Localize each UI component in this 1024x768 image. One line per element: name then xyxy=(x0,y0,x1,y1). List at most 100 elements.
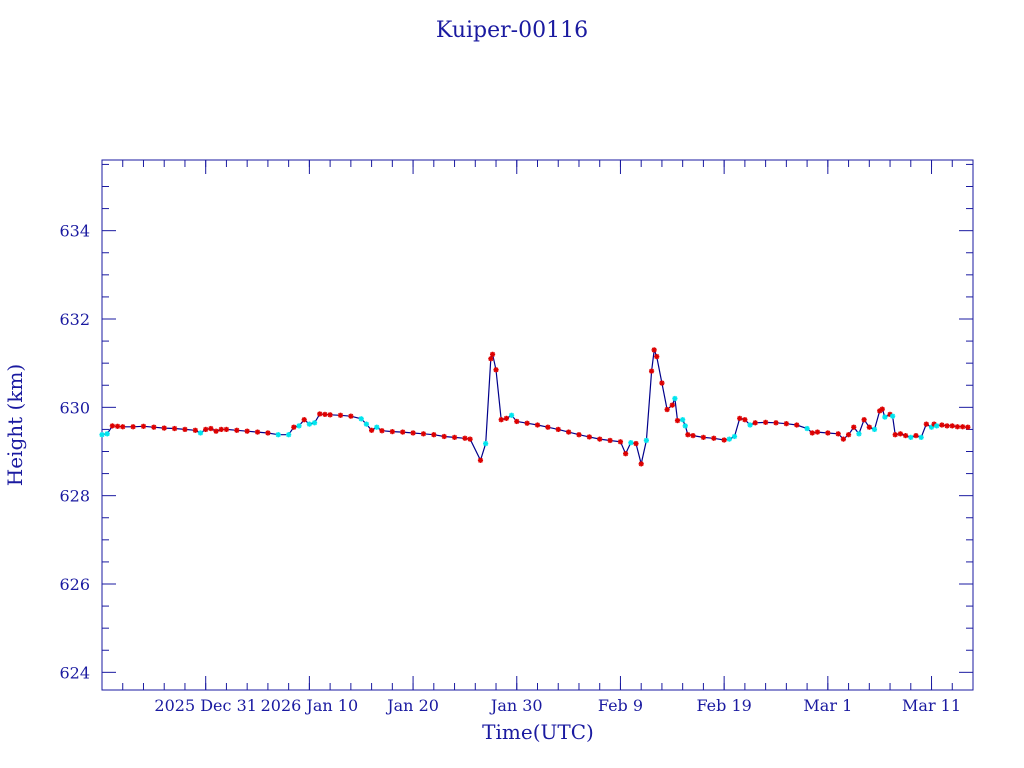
data-point xyxy=(840,436,846,442)
data-point xyxy=(566,429,572,435)
data-point xyxy=(654,353,660,360)
data-point xyxy=(773,420,779,426)
data-point xyxy=(794,422,800,428)
data-point xyxy=(467,436,473,442)
y-tick-label: 624 xyxy=(59,663,90,682)
data-point xyxy=(348,413,354,419)
data-point xyxy=(672,395,678,402)
data-point xyxy=(182,426,188,433)
data-point xyxy=(306,421,312,427)
x-tick-label: Mar 1 xyxy=(803,696,852,715)
data-point xyxy=(244,428,250,434)
data-point xyxy=(192,427,198,433)
data-point xyxy=(488,356,494,362)
x-tick-label: Jan 20 xyxy=(385,696,439,715)
series-layer xyxy=(99,347,971,467)
data-point xyxy=(763,419,769,425)
data-point xyxy=(737,415,743,421)
x-axis-title: Time(UTC) xyxy=(482,720,594,744)
data-point xyxy=(296,423,302,429)
data-point xyxy=(431,432,437,438)
data-point xyxy=(903,433,909,439)
data-point xyxy=(835,431,841,437)
data-point xyxy=(420,431,427,437)
data-point xyxy=(866,424,872,430)
data-point xyxy=(607,437,613,444)
data-point xyxy=(783,421,789,427)
data-point xyxy=(114,423,121,429)
data-point xyxy=(882,414,888,420)
data-point xyxy=(120,424,126,430)
data-point xyxy=(965,424,971,430)
data-point xyxy=(489,351,496,357)
data-point xyxy=(628,440,634,446)
data-point xyxy=(747,422,753,428)
data-point xyxy=(203,426,209,433)
data-point xyxy=(879,406,885,412)
tick-labels: 624 626 628 630 632 634 2025 Dec 31 2026 Jan 10… xyxy=(59,222,961,715)
data-point xyxy=(451,434,458,440)
data-point xyxy=(493,367,499,373)
y-tick-label: 634 xyxy=(59,222,90,241)
data-point xyxy=(208,425,214,432)
data-point xyxy=(731,433,738,440)
data-point xyxy=(374,424,380,430)
y-tick-label: 630 xyxy=(59,398,90,417)
x-tick-label: Mar 11 xyxy=(902,696,961,715)
data-point xyxy=(939,422,945,428)
chart-title: Kuiper-00116 xyxy=(436,18,588,43)
data-point xyxy=(223,426,230,433)
data-point xyxy=(514,418,520,425)
data-point xyxy=(140,423,147,429)
data-point xyxy=(462,435,468,441)
data-point xyxy=(861,417,867,423)
data-point xyxy=(265,430,271,436)
data-point xyxy=(682,423,688,429)
data-point xyxy=(576,432,582,438)
data-point xyxy=(534,422,541,428)
data-point xyxy=(586,434,592,440)
data-point xyxy=(949,423,955,429)
data-point xyxy=(845,432,852,438)
data-point xyxy=(923,421,929,427)
data-point xyxy=(918,434,924,440)
data-point xyxy=(104,431,110,437)
data-point xyxy=(617,439,624,445)
data-point xyxy=(363,421,370,427)
data-point xyxy=(856,431,862,437)
data-point xyxy=(690,433,696,439)
data-point xyxy=(234,427,240,433)
x-tick-label: Feb 19 xyxy=(696,696,751,715)
data-point xyxy=(685,432,691,438)
data-point xyxy=(286,432,292,438)
data-point xyxy=(171,425,178,432)
data-point xyxy=(648,368,655,374)
x-tick-label: 2026 Jan 10 xyxy=(261,696,359,715)
data-point xyxy=(890,413,896,419)
data-point xyxy=(275,432,281,438)
data-point xyxy=(742,417,748,423)
data-point xyxy=(633,440,639,447)
data-point xyxy=(337,412,344,418)
data-point xyxy=(151,424,157,430)
data-point xyxy=(291,424,297,430)
axis-ticks xyxy=(102,160,974,690)
data-point xyxy=(669,402,675,408)
data-point xyxy=(726,436,732,442)
data-point xyxy=(130,424,136,430)
data-point xyxy=(508,412,515,418)
data-point xyxy=(651,347,657,353)
data-point xyxy=(254,429,261,435)
data-point xyxy=(659,380,665,386)
data-point xyxy=(368,427,375,433)
data-point xyxy=(400,429,406,435)
data-point xyxy=(804,425,810,432)
data-point xyxy=(680,417,686,423)
data-point xyxy=(322,411,328,417)
data-point xyxy=(638,461,644,467)
data-point xyxy=(814,429,821,435)
data-point xyxy=(721,437,727,443)
data-point xyxy=(643,437,649,444)
data-point xyxy=(752,420,758,426)
